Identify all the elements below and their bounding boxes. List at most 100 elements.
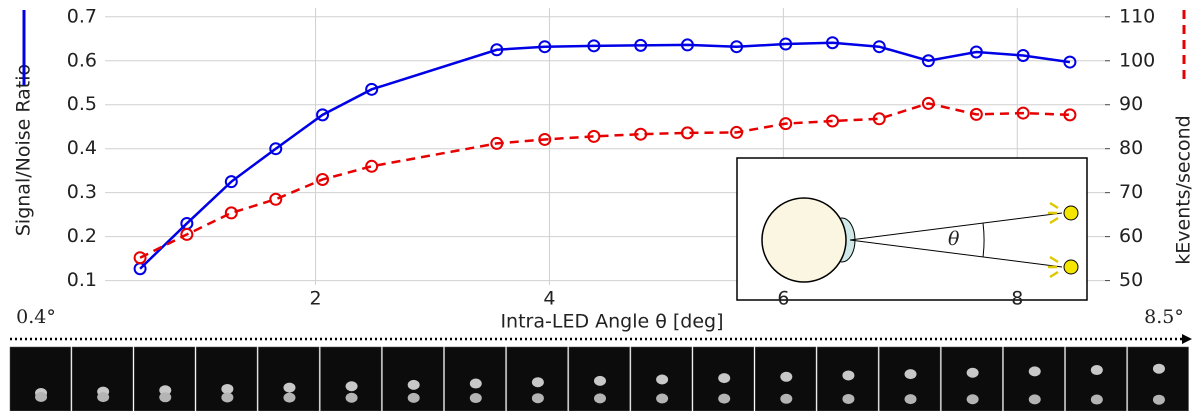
- data-point: [538, 132, 552, 146]
- theta-label: θ: [948, 228, 960, 250]
- data-point: [779, 117, 793, 131]
- y2-tick-label: 110: [1119, 5, 1155, 27]
- y-tick-label: 0.2: [67, 225, 97, 247]
- x-tick-label: 8: [1011, 288, 1023, 310]
- x-tick-label: 6: [777, 288, 789, 310]
- thumbnail-blob: [469, 393, 482, 404]
- y-axis-label: Signal/Noise Ratio: [13, 64, 35, 236]
- data-point: [316, 172, 330, 186]
- data-point: [180, 227, 194, 241]
- y2-tick-label: 70: [1119, 181, 1143, 203]
- thumbnail-blob: [1090, 365, 1103, 376]
- thumbnail-blob: [97, 392, 110, 403]
- data-point: [587, 129, 601, 143]
- y-tick-label: 0.6: [67, 49, 97, 71]
- thumbnail-blob: [656, 374, 669, 385]
- y-tick-label: 0.1: [67, 269, 97, 291]
- thumbnail-blob: [1028, 394, 1041, 405]
- data-point: [538, 40, 552, 54]
- thumbnail-blob: [842, 393, 855, 404]
- data-point: [490, 43, 504, 57]
- thumbnail-blob: [1090, 394, 1103, 405]
- thumbnail-blob: [1152, 363, 1165, 374]
- led: [1063, 259, 1079, 275]
- data-point: [825, 114, 839, 128]
- y2-tick-label: 90: [1119, 93, 1143, 115]
- data-point: [872, 40, 886, 54]
- thumbnail-blob: [1152, 394, 1165, 405]
- data-point: [365, 159, 379, 173]
- data-point: [634, 38, 648, 52]
- arrow-head: [1182, 334, 1192, 344]
- data-point: [825, 36, 839, 50]
- thumbnail-blob: [780, 393, 793, 404]
- data-point: [779, 37, 793, 51]
- data-point: [1063, 108, 1077, 122]
- data-point: [680, 126, 694, 140]
- thumbnail-blob: [159, 392, 172, 403]
- thumbnail-blob: [904, 369, 917, 380]
- thumbnail-blob: [283, 382, 296, 393]
- thumbnail-blob: [904, 394, 917, 405]
- data-point: [730, 125, 744, 139]
- y-tick-label: 0.3: [67, 181, 97, 203]
- thumbnail-blob: [531, 377, 544, 388]
- thumbnail: [258, 346, 320, 411]
- thumbnail-blob: [283, 392, 296, 403]
- data-point: [634, 127, 648, 141]
- thumbnail-blob: [1028, 366, 1041, 377]
- thumbnail-blob: [966, 367, 979, 378]
- data-point: [969, 107, 983, 121]
- thumbnail-blob: [718, 393, 731, 404]
- data-point: [1016, 106, 1030, 120]
- data-point: [680, 38, 694, 52]
- thumbnail-blob: [345, 381, 358, 392]
- thumbnail-blob: [842, 370, 855, 381]
- thumbnail-blob: [221, 392, 234, 403]
- series-line: [139, 102, 1070, 259]
- thumbnail-blob: [407, 392, 420, 403]
- data-point: [730, 40, 744, 54]
- thumbnail-blob: [35, 392, 48, 402]
- y2-tick-label: 60: [1119, 225, 1143, 247]
- thumbnail-blob: [594, 375, 606, 386]
- data-point: [1016, 48, 1030, 62]
- thumbnail-blob: [594, 393, 606, 404]
- thumbnail-blob: [531, 393, 544, 404]
- data-point: [587, 39, 601, 53]
- angle-arc: [982, 222, 985, 258]
- y2-axis-label: kEvents/second: [1173, 115, 1195, 265]
- data-point: [269, 192, 283, 206]
- strip-end-label: 8.5°: [1144, 306, 1184, 328]
- data-point: [921, 54, 935, 68]
- data-point: [224, 175, 238, 189]
- x-axis-label: Intra-LED Angle θ [deg]: [500, 311, 723, 333]
- thumbnail-blob: [221, 383, 234, 394]
- eye: [761, 197, 847, 283]
- x-tick-label: 4: [543, 288, 555, 310]
- y-tick-label: 0.5: [67, 93, 97, 115]
- led: [1063, 205, 1079, 221]
- y2-tick-label: 80: [1119, 137, 1143, 159]
- data-point: [969, 45, 983, 59]
- data-point: [872, 112, 886, 126]
- led-rays: [1048, 201, 1059, 279]
- data-point: [133, 251, 147, 265]
- data-point: [316, 108, 330, 122]
- thumbnail-blob: [407, 379, 420, 390]
- ray: [849, 212, 1063, 241]
- data-point: [269, 142, 283, 156]
- thumbnail-blob: [656, 393, 669, 404]
- data-point: [365, 82, 379, 96]
- y-tick-label: 0.4: [67, 137, 97, 159]
- thumbnail-blob: [345, 392, 358, 403]
- thumbnail-blob: [780, 371, 793, 382]
- thumbnail-blob: [966, 394, 979, 405]
- y-tick-label: 0.7: [67, 5, 97, 27]
- series-line: [139, 41, 1071, 270]
- thumbnail-blob: [469, 378, 482, 389]
- data-point: [224, 206, 238, 220]
- data-point: [490, 136, 504, 150]
- x-tick-label: 2: [309, 288, 321, 310]
